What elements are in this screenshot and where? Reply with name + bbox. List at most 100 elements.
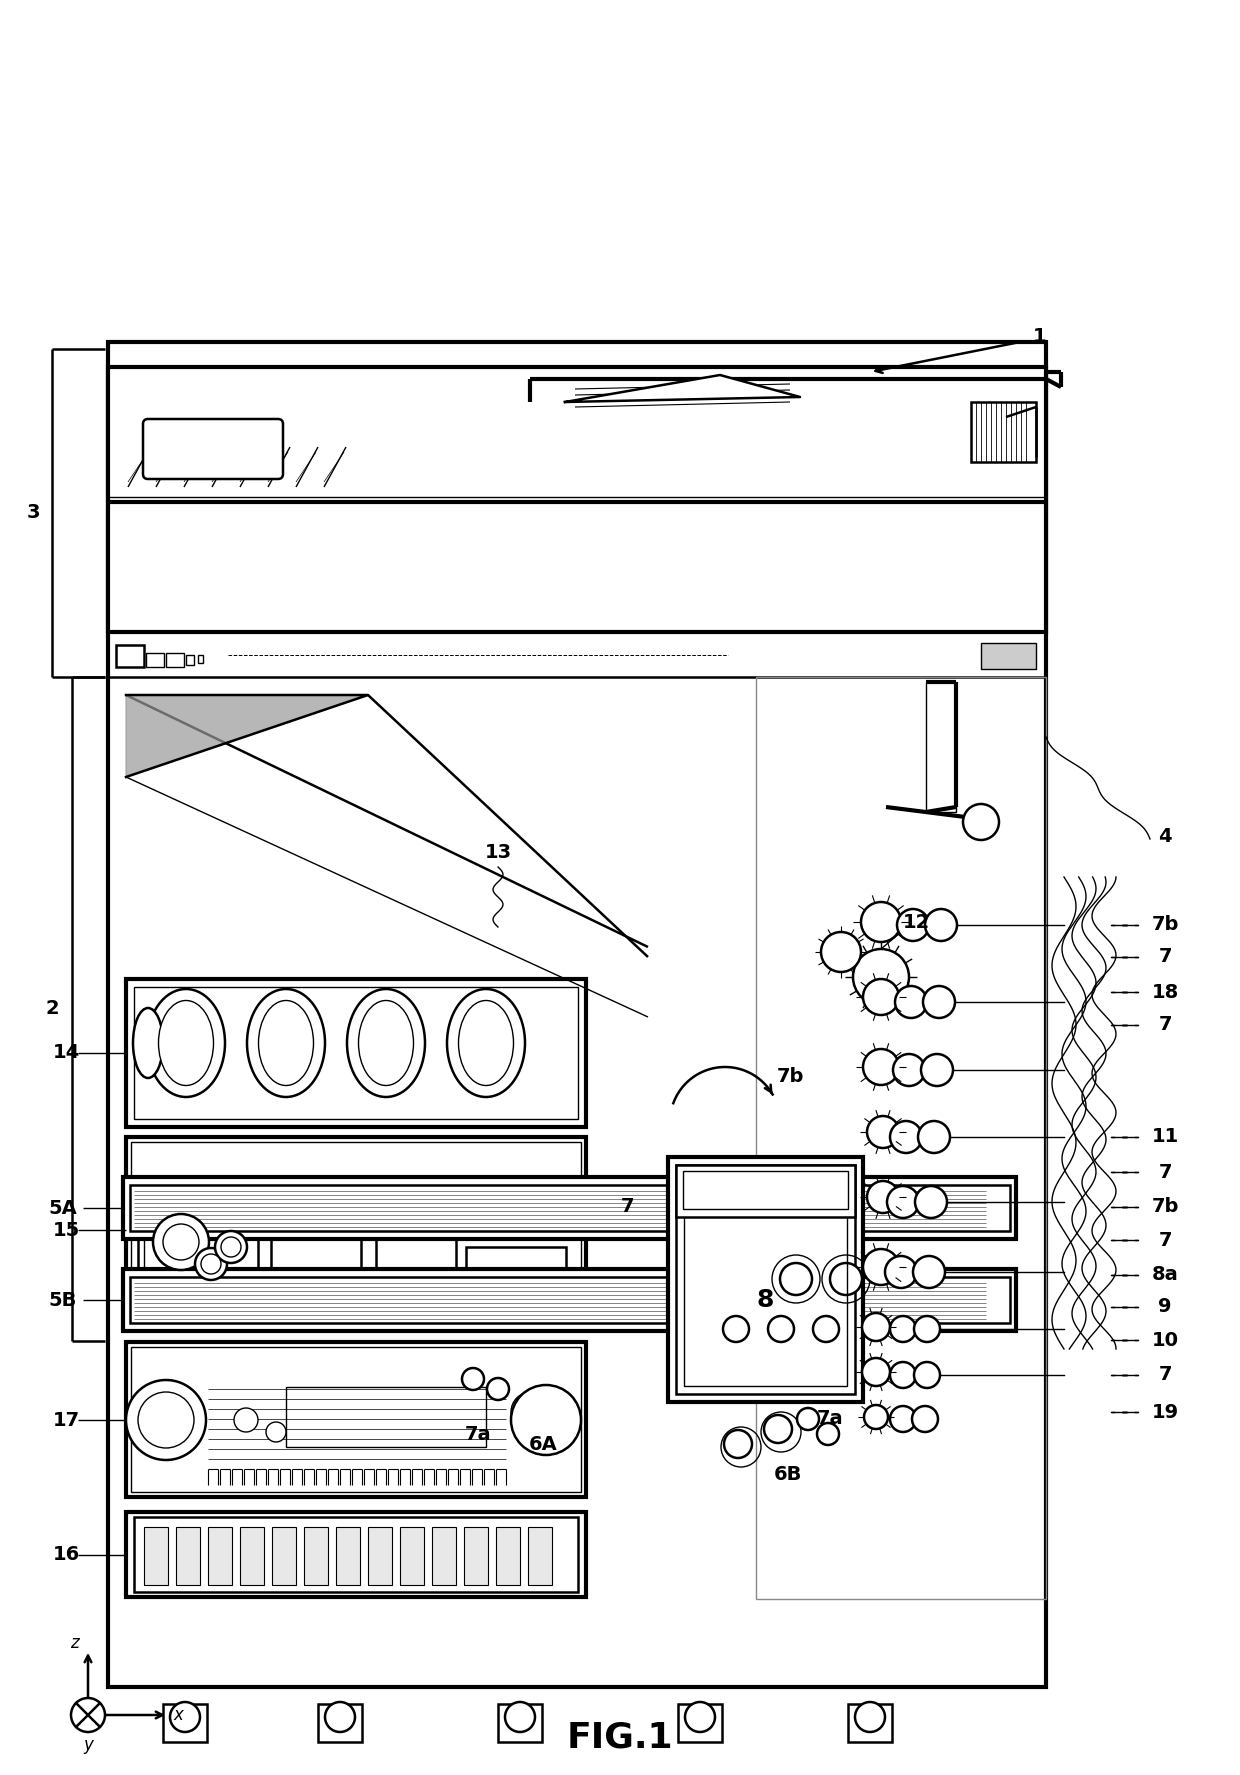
Circle shape — [853, 950, 909, 1005]
Circle shape — [126, 1379, 206, 1461]
Bar — [304, 1526, 329, 1585]
Bar — [926, 682, 956, 811]
Bar — [848, 1704, 892, 1741]
Circle shape — [797, 1408, 818, 1431]
Circle shape — [925, 909, 957, 941]
Bar — [376, 1227, 456, 1306]
Text: 9: 9 — [1158, 1298, 1172, 1317]
Bar — [496, 1526, 520, 1585]
Polygon shape — [126, 696, 368, 777]
Bar — [131, 1347, 582, 1493]
Bar — [130, 1186, 1011, 1232]
Circle shape — [170, 1702, 200, 1732]
Bar — [123, 1269, 1016, 1331]
Bar — [336, 1526, 360, 1585]
Circle shape — [893, 1054, 925, 1086]
Bar — [166, 653, 184, 667]
Bar — [676, 1164, 856, 1218]
Circle shape — [830, 1264, 862, 1296]
Text: 7b: 7b — [1151, 1198, 1179, 1216]
Circle shape — [813, 1315, 839, 1342]
Circle shape — [162, 1225, 198, 1260]
Circle shape — [863, 1049, 899, 1085]
Circle shape — [723, 1315, 749, 1342]
Circle shape — [885, 1257, 918, 1289]
Circle shape — [821, 932, 861, 973]
Circle shape — [895, 985, 928, 1019]
Circle shape — [768, 1315, 794, 1342]
Text: y: y — [83, 1736, 93, 1754]
Circle shape — [234, 1408, 258, 1432]
Bar — [126, 980, 587, 1127]
Circle shape — [890, 1361, 916, 1388]
Ellipse shape — [148, 989, 224, 1097]
Text: 5A: 5A — [48, 1198, 77, 1218]
Bar — [144, 1526, 167, 1585]
Ellipse shape — [347, 989, 425, 1097]
Circle shape — [780, 1264, 812, 1296]
Text: 8: 8 — [756, 1289, 774, 1312]
Circle shape — [71, 1699, 105, 1732]
Bar — [123, 1177, 1016, 1239]
Circle shape — [764, 1415, 792, 1443]
Text: 18: 18 — [1152, 983, 1179, 1001]
Text: 3: 3 — [26, 504, 40, 522]
Circle shape — [153, 1214, 210, 1269]
Circle shape — [864, 1406, 888, 1429]
Text: 7b: 7b — [776, 1067, 804, 1086]
Circle shape — [195, 1248, 227, 1280]
Circle shape — [861, 902, 901, 943]
Circle shape — [505, 1702, 534, 1732]
Circle shape — [215, 1232, 247, 1264]
Ellipse shape — [258, 1001, 314, 1086]
Text: 7: 7 — [1158, 1015, 1172, 1035]
Circle shape — [684, 1702, 715, 1732]
Bar — [466, 1248, 565, 1303]
Circle shape — [890, 1122, 923, 1154]
Text: 7: 7 — [1158, 948, 1172, 967]
Text: FIG.1: FIG.1 — [567, 1720, 673, 1754]
Bar — [684, 1173, 847, 1386]
Circle shape — [963, 804, 999, 840]
Text: 7: 7 — [1158, 1365, 1172, 1385]
Text: 8a: 8a — [1152, 1266, 1178, 1285]
Circle shape — [267, 1422, 286, 1441]
Ellipse shape — [133, 1008, 162, 1077]
Circle shape — [862, 1358, 890, 1386]
Bar — [432, 1526, 456, 1585]
Text: 2: 2 — [45, 999, 58, 1019]
Circle shape — [856, 1702, 885, 1732]
Circle shape — [511, 1384, 582, 1455]
Bar — [198, 655, 203, 664]
Text: 14: 14 — [52, 1044, 79, 1063]
Bar — [272, 1526, 296, 1585]
Circle shape — [325, 1702, 355, 1732]
Circle shape — [921, 1054, 954, 1086]
Text: 7a: 7a — [817, 1409, 843, 1429]
Text: 1: 1 — [1033, 328, 1047, 346]
Bar — [272, 1227, 361, 1306]
Bar — [108, 367, 1047, 632]
Circle shape — [913, 1257, 945, 1289]
Text: 4: 4 — [1158, 827, 1172, 847]
Bar — [286, 1386, 486, 1447]
Bar — [134, 1518, 578, 1592]
Bar — [176, 1526, 200, 1585]
Text: 17: 17 — [52, 1411, 79, 1429]
Circle shape — [890, 1406, 916, 1432]
Text: 7a: 7a — [465, 1425, 491, 1443]
Text: 15: 15 — [52, 1221, 79, 1239]
Circle shape — [862, 1314, 890, 1340]
Bar — [401, 1526, 424, 1585]
Bar — [676, 1164, 856, 1393]
Circle shape — [911, 1406, 937, 1432]
Bar — [138, 1202, 258, 1303]
Bar — [241, 1526, 264, 1585]
Ellipse shape — [358, 1001, 413, 1086]
Bar — [108, 343, 1047, 1686]
Bar — [117, 644, 144, 667]
Bar — [146, 653, 164, 667]
Text: x: x — [174, 1706, 184, 1724]
Circle shape — [463, 1369, 484, 1390]
Bar — [464, 1526, 489, 1585]
